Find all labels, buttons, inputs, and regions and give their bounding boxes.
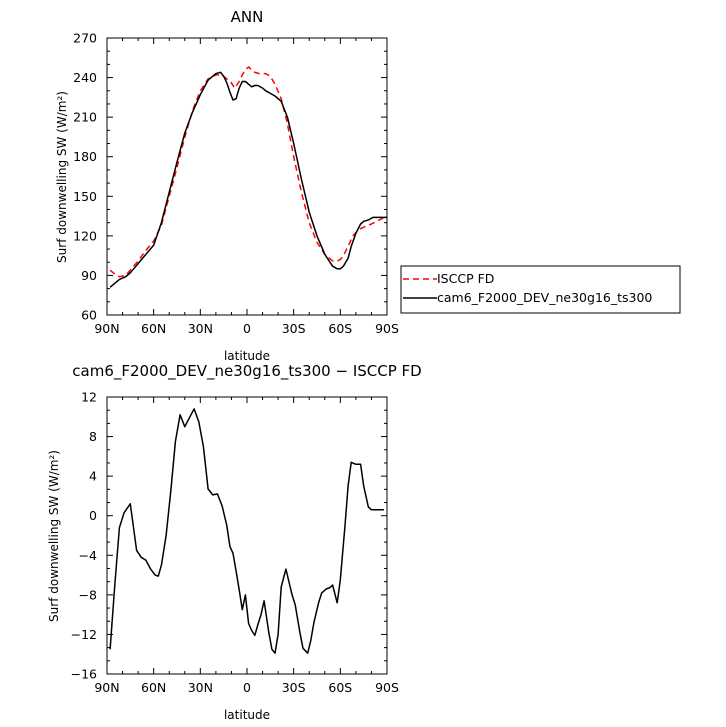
top-y-tick-label: 270 (73, 31, 97, 46)
top-y-tick-label: 210 (73, 110, 97, 125)
bottom-x-tick-label: 90S (375, 680, 399, 695)
top-plot-frame (106, 37, 388, 316)
bottom-y-tick-label: 4 (89, 469, 97, 484)
top-x-tick-label: 90S (375, 321, 399, 336)
bottom-y-tick-label: −12 (71, 627, 97, 642)
bottom-y-tick-label: 8 (89, 429, 97, 444)
top-x-axis-label: latitude (224, 349, 270, 363)
bottom-y-tick-label: 0 (89, 508, 97, 523)
bottom-x-axis-label: latitude (224, 708, 270, 722)
top-series-line-2 (109, 71, 387, 288)
top-x-tick-label: 30N (188, 321, 213, 336)
top-y-tick-label: 90 (81, 268, 97, 283)
top-series-line-1 (109, 66, 388, 278)
legend-box (400, 265, 681, 314)
legend-label-isccp: ISCCP FD (437, 271, 494, 286)
top-panel: ANN 90N 60N 30N 0 30S 60S 90S 60 90 120 150 180 210 2… (55, 8, 681, 363)
bottom-chart-title: cam6_F2000_DEV_ne30g16_ts300 − ISCCP FD (72, 362, 421, 381)
bottom-y-tick-label: 12 (81, 390, 97, 405)
top-x-tick-label: 90N (94, 321, 119, 336)
bottom-y-tick-label: −8 (79, 587, 97, 602)
bottom-x-tick-label: 30S (282, 680, 306, 695)
bottom-series-group (109, 408, 384, 654)
bottom-tick-group: 90N 60N 30N 0 30S 60S 90S −16 −12 −8 −4 0 4 8 12 (71, 390, 399, 696)
top-series-group (109, 66, 388, 288)
top-chart-title: ANN (231, 8, 264, 26)
bottom-x-tick-label: 30N (188, 680, 213, 695)
bottom-y-tick-label: −4 (79, 548, 97, 563)
top-x-tick-label: 0 (243, 321, 251, 336)
bottom-x-tick-label: 0 (243, 680, 251, 695)
top-x-tick-label: 60S (328, 321, 352, 336)
bottom-y-axis-label: Surf downwelling SW (W/m²) (47, 450, 61, 622)
top-x-tick-label: 60N (141, 321, 166, 336)
top-y-tick-label: 180 (73, 149, 97, 164)
bottom-plot-frame (106, 396, 388, 675)
bottom-panel: cam6_F2000_DEV_ne30g16_ts300 − ISCCP FD … (47, 362, 422, 722)
bottom-x-tick-label: 90N (94, 680, 119, 695)
bottom-x-tick-label: 60N (141, 680, 166, 695)
top-tick-group: 90N 60N 30N 0 30S 60S 90S 60 90 120 150 180 210 240 27… (73, 31, 399, 337)
legend-label-cam6: cam6_F2000_DEV_ne30g16_ts300 (437, 290, 652, 305)
top-y-tick-label: 60 (81, 308, 97, 323)
bottom-series-line-1 (109, 408, 384, 654)
top-y-tick-label: 120 (73, 228, 97, 243)
bottom-y-tick-label: −16 (71, 667, 97, 682)
legend: ISCCP FD cam6_F2000_DEV_ne30g16_ts300 (400, 265, 681, 314)
top-y-tick-label: 150 (73, 189, 97, 204)
top-y-axis-label: Surf downwelling SW (W/m²) (55, 91, 69, 263)
bottom-x-tick-label: 60S (328, 680, 352, 695)
top-y-tick-label: 240 (73, 70, 97, 85)
top-x-tick-label: 30S (282, 321, 306, 336)
